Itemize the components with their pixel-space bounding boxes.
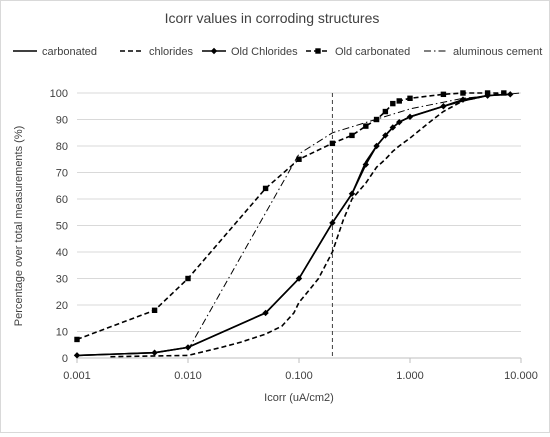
x-tick-label: 0.001 [63, 370, 91, 382]
y-tick-label: 0 [62, 353, 68, 365]
y-tick-label: 60 [56, 194, 68, 206]
legend-item-old-carbonated: Old carbonated [306, 46, 410, 58]
series-aluminous-cement [187, 92, 522, 351]
axes [76, 357, 522, 363]
data-point [184, 344, 192, 351]
legend-label: aluminous cement [453, 46, 542, 58]
series-group [73, 90, 522, 359]
legend-item-carbonated: carbonated [13, 46, 97, 58]
series-line [76, 93, 511, 357]
legend-item-old-chlorides: Old Chlorides [202, 46, 298, 58]
data-point [185, 275, 191, 282]
x-tick-label: 10.000 [504, 370, 538, 382]
y-tick-label: 100 [50, 88, 68, 100]
data-point [382, 108, 389, 115]
y-tick-labels: 0 10 20 30 40 50 60 70 80 90 100 [50, 88, 68, 365]
legend-label: chlorides [149, 46, 194, 58]
data-point [460, 90, 466, 96]
series-chlorides [110, 92, 504, 358]
x-tick-label: 0.100 [285, 370, 313, 382]
data-point [262, 185, 269, 192]
series-old-carbonated [74, 90, 507, 343]
data-point [73, 352, 81, 359]
legend-label: carbonated [42, 46, 97, 58]
data-point [262, 309, 269, 317]
legend-marker [210, 47, 218, 55]
series-line [76, 92, 504, 341]
data-point [329, 219, 336, 227]
data-point [362, 161, 370, 168]
legend-label: Old Chlorides [231, 46, 298, 58]
y-axis-label: Percentage over total measurements (%) [13, 126, 25, 327]
data-point [295, 275, 303, 282]
data-point [329, 140, 336, 147]
data-point [440, 103, 447, 110]
data-point [390, 100, 396, 107]
series-carbonated [76, 93, 511, 357]
x-tick-label: 0.010 [174, 370, 202, 382]
series-line [187, 92, 522, 351]
y-tick-label: 10 [56, 327, 68, 339]
legend-marker [315, 48, 321, 54]
series-line [110, 92, 504, 358]
y-tick-label: 90 [56, 115, 68, 127]
y-tick-label: 80 [56, 141, 68, 153]
legend-item-aluminous-cement: aluminous cement [424, 46, 542, 58]
data-point [363, 123, 369, 129]
y-tick-label: 70 [56, 168, 68, 180]
data-point [406, 113, 414, 121]
data-point [389, 124, 397, 131]
x-tick-labels: 0.001 0.010 0.100 1.000 10.000 [63, 370, 538, 382]
legend-item-chlorides: chlorides [120, 46, 194, 58]
data-point [296, 156, 302, 162]
data-point [407, 95, 413, 101]
data-point [507, 91, 514, 98]
data-point [348, 190, 356, 197]
data-point [151, 349, 158, 356]
y-tick-label: 40 [56, 247, 68, 259]
data-point [440, 91, 447, 98]
legend: carbonated chlorides Old Chlorides Old carb… [13, 46, 542, 58]
chart-title: Icorr values in corroding structures [165, 10, 380, 26]
y-tick-label: 50 [56, 221, 68, 233]
x-tick-label: 1.000 [396, 370, 424, 382]
x-axis-label: Icorr (uA/cm2) [264, 392, 334, 404]
data-point [151, 307, 158, 313]
data-point [382, 132, 389, 139]
series-old-chlorides [73, 91, 514, 359]
data-point [74, 336, 80, 343]
data-point [396, 118, 403, 126]
gridlines [77, 92, 521, 359]
data-point [396, 98, 402, 104]
data-point [373, 142, 380, 150]
data-point [484, 90, 491, 96]
y-tick-label: 20 [56, 300, 68, 312]
legend-label: Old carbonated [335, 46, 410, 58]
data-point [349, 132, 355, 139]
series-line [76, 93, 511, 357]
data-point [501, 90, 507, 96]
y-tick-label: 30 [56, 274, 68, 286]
